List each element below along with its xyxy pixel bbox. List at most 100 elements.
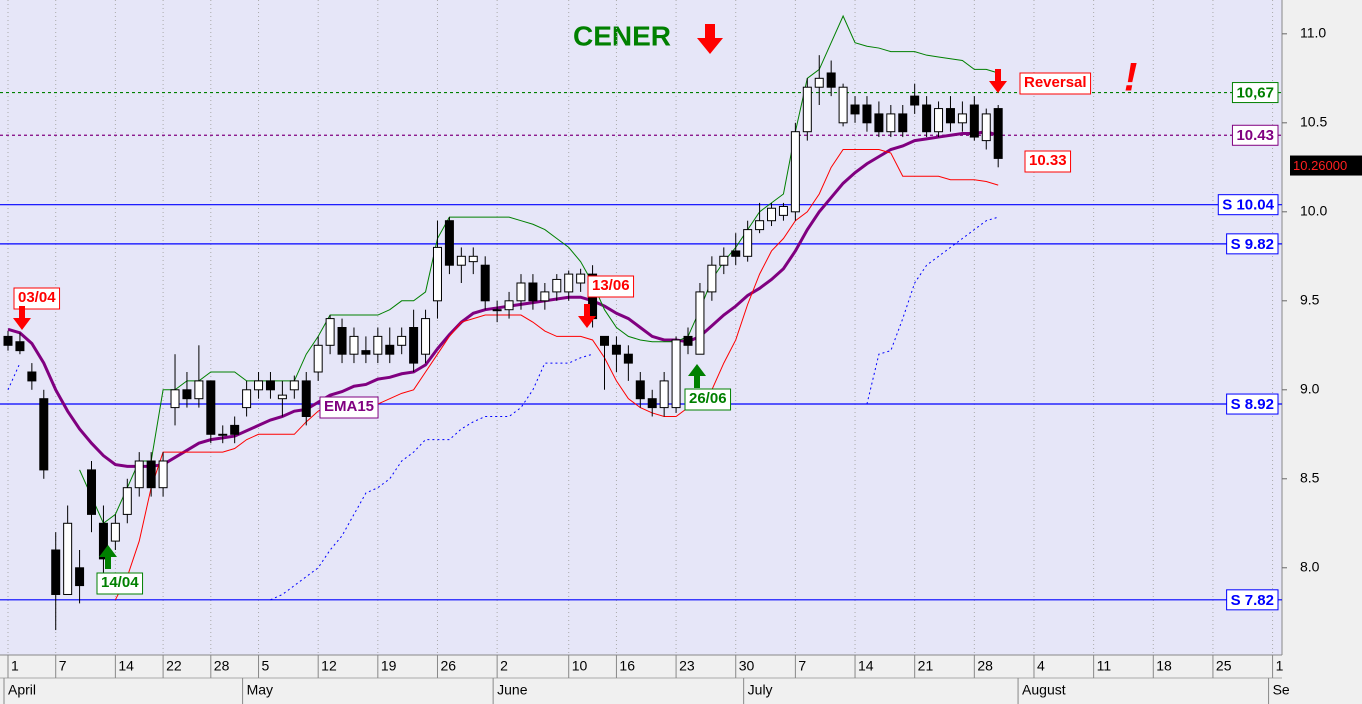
- annotation-label: 13/06: [592, 277, 630, 294]
- level-box: [1231, 124, 1279, 146]
- sell-arrow: [578, 304, 596, 328]
- y-tick-label: 11.0: [1300, 25, 1326, 41]
- indicator-line: [79, 14, 999, 525]
- candle-body: [767, 207, 777, 222]
- annotation: 10.33: [1024, 150, 1072, 173]
- candle-body: [850, 104, 860, 115]
- y-tick-label: 9.5: [1300, 292, 1320, 308]
- level-label: S 9.82: [1231, 236, 1274, 253]
- x-axis-area: [0, 655, 1282, 704]
- candle-body: [265, 380, 275, 391]
- x-tick-label: 10: [572, 658, 588, 674]
- candle-body: [242, 389, 252, 409]
- candle-body: [743, 229, 753, 257]
- x-tick-label: 25: [1216, 658, 1232, 674]
- candle-body: [611, 344, 621, 355]
- x-tick-label: 7: [59, 658, 67, 674]
- annotation-label: 14/04: [101, 574, 139, 591]
- candle-body: [301, 380, 311, 417]
- month-label: July: [748, 682, 773, 698]
- candle-body: [134, 460, 144, 489]
- x-tick-label: 14: [858, 658, 874, 674]
- candle-body: [719, 255, 729, 266]
- level-label: 10,67: [1236, 85, 1274, 102]
- candle-body: [289, 380, 299, 391]
- candle-body: [993, 108, 1003, 159]
- x-tick-label: 14: [118, 658, 134, 674]
- title-arrow: [697, 24, 723, 54]
- candle-body: [349, 335, 359, 355]
- candle-body: [552, 278, 562, 293]
- buy-arrow: [688, 364, 706, 388]
- x-tick-label: 5: [262, 658, 270, 674]
- annotation-box: [1024, 150, 1072, 173]
- candle-body: [898, 113, 908, 133]
- month-label: June: [497, 682, 528, 698]
- candle-body: [790, 131, 800, 213]
- candle-body: [361, 350, 371, 355]
- candle-body: [468, 255, 478, 263]
- sell-arrow: [989, 69, 1007, 93]
- annotation: EMA15: [319, 396, 379, 419]
- x-tick-label: 22: [166, 658, 182, 674]
- candle-body: [75, 567, 85, 587]
- level-box: [1231, 82, 1279, 104]
- candle-body: [826, 72, 836, 88]
- annotation: 26/06: [684, 388, 732, 411]
- last-price-label: 10.26000: [1293, 158, 1347, 173]
- x-tick-label: 28: [977, 658, 993, 674]
- candle-body: [146, 460, 156, 489]
- x-tick-label: 7: [798, 658, 806, 674]
- candle-body: [862, 104, 872, 124]
- candle-body: [671, 339, 681, 409]
- annotation-box: [587, 275, 635, 298]
- candle-body: [313, 344, 323, 373]
- x-tick-label: 12: [321, 658, 337, 674]
- sell-arrow: [13, 306, 31, 330]
- candle-body: [647, 398, 657, 409]
- level-box: [1217, 194, 1279, 216]
- annotation-box: [1019, 72, 1092, 95]
- level-tag: S 9.82: [1226, 233, 1279, 255]
- candle-body: [910, 95, 920, 106]
- candle-body: [755, 220, 765, 231]
- candle-body: [39, 398, 49, 471]
- candle-body: [707, 264, 717, 293]
- indicator-line: [866, 216, 999, 405]
- annotation-label: Reversal: [1024, 74, 1087, 91]
- y-axis-area: [1282, 0, 1362, 704]
- level-box: [1226, 589, 1279, 611]
- chart-title: CENER: [573, 20, 671, 51]
- candle-body: [218, 433, 228, 436]
- candle-body: [182, 389, 192, 400]
- candle-body: [480, 264, 490, 302]
- month-label: August: [1022, 682, 1066, 698]
- x-tick-label: 1: [11, 658, 19, 674]
- level-tag: 10,67: [1231, 82, 1279, 104]
- candle-body: [194, 380, 204, 400]
- candle-body: [122, 487, 132, 515]
- candle-body: [504, 300, 514, 311]
- indicator-line: [7, 130, 999, 468]
- x-tick-label: 23: [679, 658, 695, 674]
- candle-body: [110, 522, 120, 542]
- candle-body: [969, 104, 979, 138]
- annotation-box: [684, 388, 732, 411]
- month-label: Se: [1273, 682, 1290, 698]
- level-box: [1226, 233, 1279, 255]
- candle-body: [15, 341, 25, 352]
- candle-body: [683, 335, 693, 346]
- annotation-label: 03/04: [18, 289, 56, 306]
- level-label: S 8.92: [1231, 396, 1274, 413]
- candle-body: [922, 104, 932, 133]
- candle-body: [874, 113, 884, 133]
- candle-body: [3, 335, 13, 346]
- candle-body: [659, 380, 669, 409]
- candle-body: [409, 327, 419, 364]
- candle-body: [158, 460, 168, 489]
- annotation: 14/04: [96, 572, 144, 595]
- level-tag: S 8.92: [1226, 393, 1279, 415]
- candle-body: [635, 380, 645, 400]
- annotation: Reversal: [1019, 72, 1092, 95]
